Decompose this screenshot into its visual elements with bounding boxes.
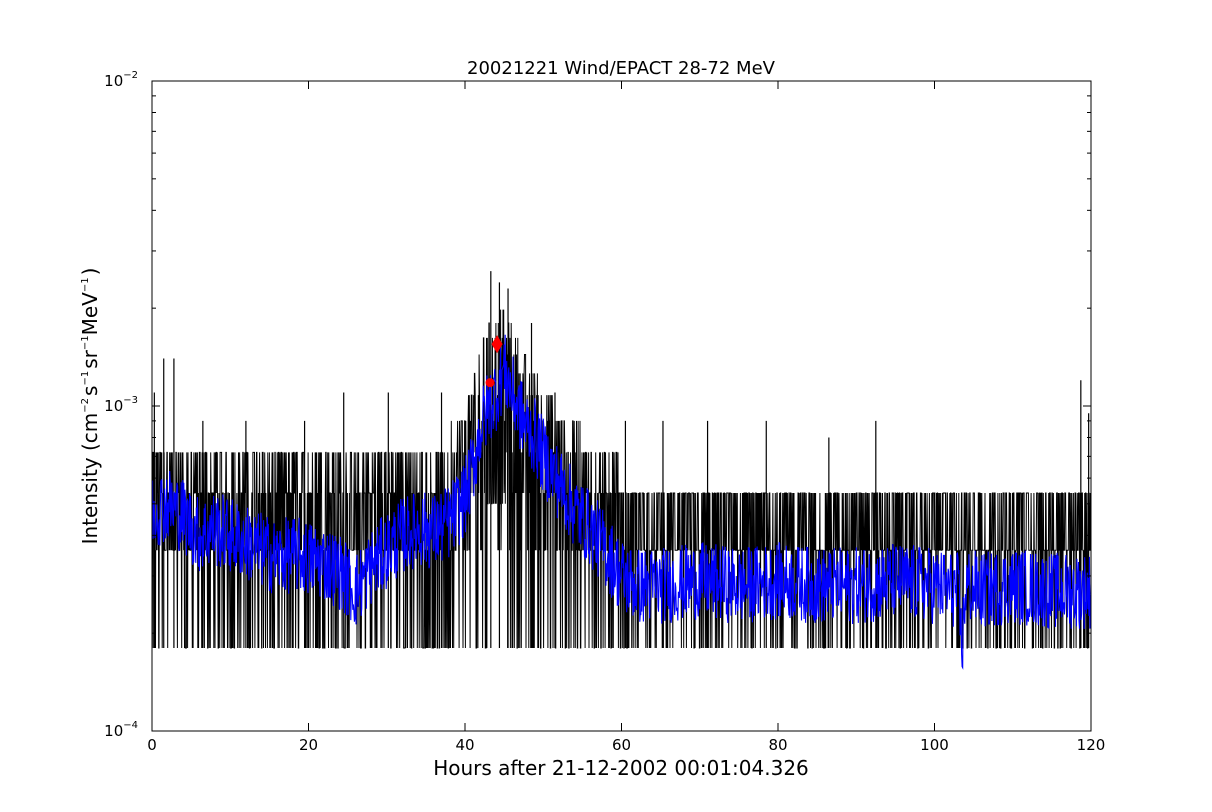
axis-ticks: 0 20 40 60 80 100 120 10−4 10−3 10−2 xyxy=(104,70,1105,754)
x-tick-label: 0 xyxy=(147,736,157,754)
x-tick-label: 40 xyxy=(455,736,474,754)
y-tick-label: 10−3 xyxy=(104,395,138,415)
x-tick-label: 120 xyxy=(1077,736,1106,754)
series-raw-line xyxy=(152,309,1091,649)
y-tick-label: 10−4 xyxy=(104,720,138,740)
series-smoothed-line xyxy=(152,334,1091,670)
y-tick-label: 10−2 xyxy=(104,70,138,90)
x-tick-label: 20 xyxy=(299,736,318,754)
x-tick-label: 100 xyxy=(920,736,949,754)
y-axis-label: Intensity (cm−2s−1sr−1MeV−1) xyxy=(78,268,102,545)
marker-circle xyxy=(485,378,495,388)
x-axis-label: Hours after 21-12-2002 00:01:04.326 xyxy=(433,756,809,780)
x-tick-label: 80 xyxy=(768,736,787,754)
plot-area xyxy=(152,271,1091,670)
chart-title: 20021221 Wind/EPACT 28-72 MeV xyxy=(467,58,776,79)
x-tick-label: 60 xyxy=(612,736,631,754)
marker-diamond xyxy=(491,335,503,354)
